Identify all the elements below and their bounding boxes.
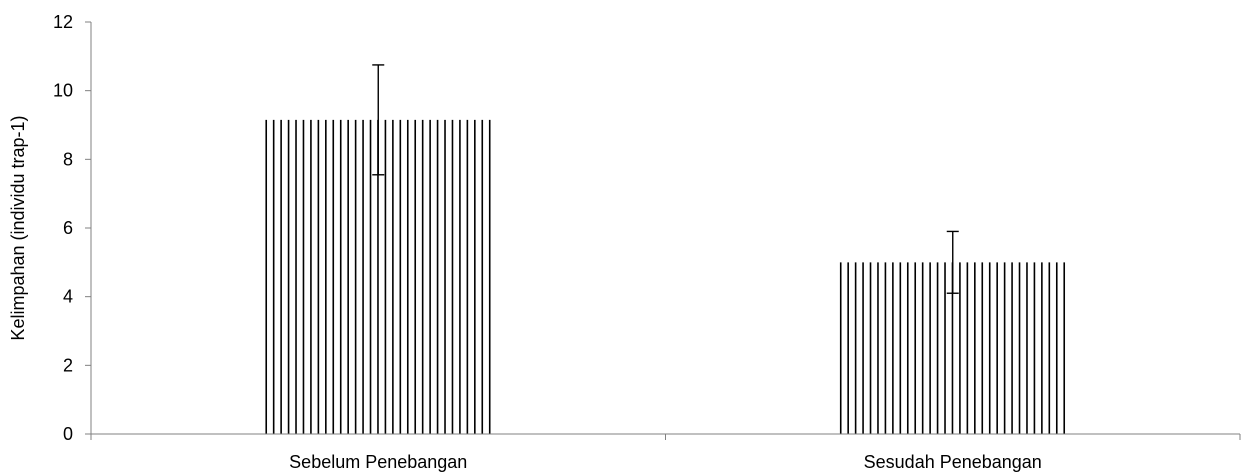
y-tick-label: 4 [63, 287, 73, 307]
bar-1 [265, 119, 491, 434]
x-tick-label: Sesudah Penebangan [864, 452, 1042, 472]
x-tick-label: Sebelum Penebangan [289, 452, 467, 472]
bar-2 [839, 262, 1066, 434]
y-tick-label: 0 [63, 424, 73, 444]
plot-area: 0 2 4 6 8 10 12 Sebelum Penebangan Sesudah Peneb… [53, 12, 1241, 472]
y-tick-label: 12 [53, 12, 73, 32]
y-tick-label: 10 [53, 81, 73, 101]
y-tick-label: 8 [63, 149, 73, 169]
y-tick-label: 6 [63, 218, 73, 238]
y-tick-label: 2 [63, 355, 73, 375]
y-axis-title-group: Kelimpahan (individu trap-1) [8, 115, 28, 340]
y-axis-title: Kelimpahan (individu trap-1) [8, 115, 28, 340]
